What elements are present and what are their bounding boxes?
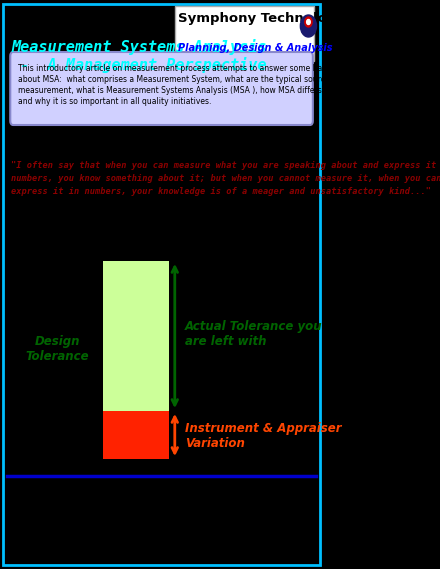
Bar (103, 411, 169, 459)
Bar (103, 261, 169, 411)
FancyBboxPatch shape (175, 6, 314, 61)
Text: This introductory article on measurement process attempts to answer some basic q: This introductory article on measurement… (18, 64, 373, 73)
Text: numbers, you know something about it; but when you cannot measure it, when you c: numbers, you know something about it; bu… (11, 174, 440, 183)
Text: Instrument & Appraiser
Variation: Instrument & Appraiser Variation (185, 422, 341, 450)
Text: Design
Tolerance: Design Tolerance (26, 335, 89, 363)
Text: about MSA:  what comprises a Measurement System, what are the typical sources of: about MSA: what comprises a Measurement … (18, 75, 378, 84)
Text: -  A Management Perspective: - A Management Perspective (11, 57, 267, 73)
Text: Planning, Design & Analysis: Planning, Design & Analysis (179, 43, 333, 53)
Text: Symphony Technologies: Symphony Technologies (179, 12, 358, 25)
FancyBboxPatch shape (10, 52, 313, 125)
Text: Actual Tolerance you
are left with: Actual Tolerance you are left with (185, 320, 323, 348)
FancyBboxPatch shape (3, 4, 320, 565)
Text: and why it is so important in all quality initiatives.: and why it is so important in all qualit… (18, 97, 212, 106)
Text: Measurement Systems Analysis: Measurement Systems Analysis (11, 39, 267, 55)
Circle shape (305, 17, 312, 27)
Circle shape (307, 19, 310, 24)
Text: measurement, what is Measurement Systems Analysis (MSA ), how MSA differs from c: measurement, what is Measurement Systems… (18, 86, 386, 95)
Text: express it in numbers, your knowledge is of a meager and unsatisfactory kind...": express it in numbers, your knowledge is… (11, 187, 431, 196)
Circle shape (301, 15, 316, 37)
Text: "I often say that when you can measure what you are speaking about and express i: "I often say that when you can measure w… (11, 161, 440, 170)
